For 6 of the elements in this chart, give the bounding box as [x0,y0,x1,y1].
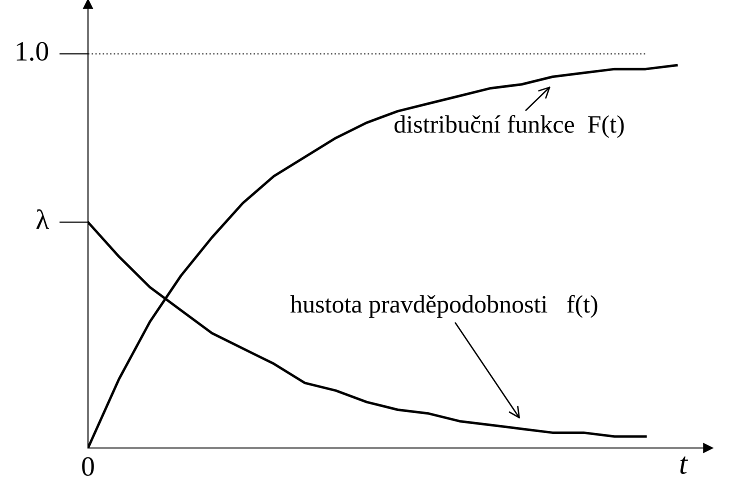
text: 0 [82,457,94,476]
x-axis-title: t [680,456,688,474]
text: 1.0 [16,42,48,61]
annotation: hustota pravděpodobnosti f(t) [290,294,598,318]
text: λ [36,209,49,229]
annotation: distribuční funkce F(t) [394,115,624,138]
